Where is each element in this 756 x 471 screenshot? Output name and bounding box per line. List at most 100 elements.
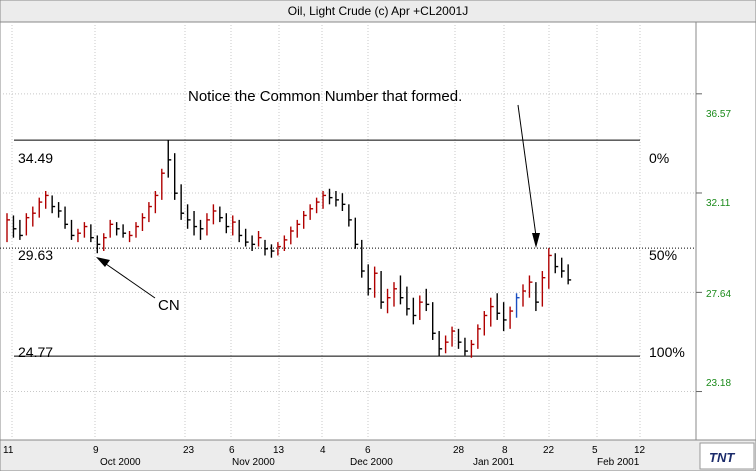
price-bar	[212, 204, 217, 225]
price-bar	[393, 282, 397, 307]
annotation-common-number: Notice the Common Number that formed.	[188, 88, 462, 105]
price-bar	[128, 231, 133, 243]
x-day-label: 5	[592, 445, 598, 456]
y-axis-panel	[695, 21, 756, 441]
x-month-label: Oct 2000	[100, 457, 141, 468]
x-day-label: 8	[502, 445, 508, 456]
price-bar	[193, 210, 198, 236]
y-tick-label: 36.57	[706, 109, 731, 120]
price-bar	[38, 197, 43, 218]
price-bar	[277, 242, 281, 256]
logo-text: TNT	[709, 450, 735, 465]
level-value-label: 34.49	[18, 150, 53, 166]
x-day-label: 6	[229, 445, 235, 456]
price-bar	[438, 331, 443, 357]
price-bar	[406, 286, 410, 316]
price-bar	[135, 222, 139, 238]
y-tick-label: 23.18	[706, 378, 731, 389]
price-bar	[199, 219, 204, 240]
cn-arrowhead	[96, 257, 110, 267]
price-bar	[380, 271, 385, 309]
price-bar	[57, 202, 62, 218]
price-bar	[335, 190, 339, 207]
price-bar	[180, 184, 185, 220]
x-axis-month-labels: Oct 2000 Nov 2000 Dec 2000 Jan 2001 Feb …	[100, 457, 640, 468]
price-bar	[244, 228, 249, 247]
level-percent-label: 0%	[649, 150, 669, 166]
x-month-label: Dec 2000	[350, 457, 393, 468]
price-bar	[283, 235, 288, 252]
price-bar	[12, 215, 17, 238]
price-bar	[264, 239, 268, 256]
price-bar	[341, 193, 346, 211]
x-day-label: 4	[320, 445, 326, 456]
price-bar	[528, 275, 533, 298]
plot-area	[0, 21, 697, 441]
price-bar	[232, 215, 236, 236]
price-bar	[451, 326, 456, 347]
grid	[0, 22, 702, 440]
level-value-label: 24.77	[18, 344, 53, 360]
price-bar	[490, 297, 494, 327]
price-bar	[496, 293, 501, 320]
price-bar	[148, 202, 152, 223]
x-day-label: 13	[273, 445, 285, 456]
price-bar	[432, 302, 436, 340]
price-bar	[167, 140, 172, 178]
price-bar	[361, 239, 365, 278]
price-bar	[567, 264, 572, 285]
x-day-label: 23	[183, 445, 195, 456]
chart-title: Oil, Light Crude (c) Apr +CL2001J	[288, 4, 468, 18]
x-day-label: 6	[365, 445, 371, 456]
price-bar	[354, 217, 359, 249]
price-bar	[425, 288, 430, 312]
price-bar	[173, 153, 178, 200]
price-bar	[115, 222, 120, 236]
price-bar	[412, 297, 417, 325]
price-bar	[483, 311, 488, 336]
x-day-label: 28	[453, 445, 465, 456]
price-bars	[6, 140, 572, 358]
price-bar	[541, 271, 546, 307]
price-bar	[206, 213, 210, 236]
cn-arrow-line	[105, 263, 156, 299]
x-day-label: 11	[3, 445, 14, 456]
price-bar	[502, 302, 507, 332]
price-bar	[257, 231, 262, 247]
price-bar	[399, 275, 404, 305]
price-bar	[19, 219, 23, 240]
price-bar	[161, 168, 165, 200]
annotation-arrow-line	[517, 104, 537, 237]
price-bar	[238, 219, 243, 243]
price-bar	[51, 195, 56, 214]
price-bar	[122, 224, 127, 238]
annotation-cn: CN	[158, 297, 180, 314]
x-day-label: 22	[543, 445, 555, 456]
price-bar	[64, 206, 69, 229]
y-axis-ticks: 36.57 32.11 27.64 23.18	[706, 109, 731, 389]
price-bar	[348, 204, 352, 227]
y-tick-label: 32.11	[706, 198, 731, 209]
level-value-label: 29.63	[18, 247, 53, 263]
price-bar	[45, 190, 49, 209]
level-labels: 34.49 29.63 24.77 0% 50% 100%	[18, 150, 685, 360]
price-bar	[6, 213, 10, 243]
price-bar	[96, 235, 101, 254]
price-bar	[515, 293, 520, 318]
price-bar	[290, 226, 294, 245]
price-bar	[373, 266, 378, 298]
price-bar	[554, 253, 559, 274]
x-day-label: 9	[93, 445, 99, 456]
price-bar	[457, 328, 462, 349]
price-bar	[477, 324, 481, 349]
price-bar	[251, 235, 256, 252]
price-bar	[548, 248, 552, 289]
level-percent-label: 50%	[649, 247, 677, 263]
level-lines	[0, 139, 696, 357]
x-month-label: Nov 2000	[232, 457, 275, 468]
price-bar	[90, 224, 94, 243]
price-bar	[225, 213, 230, 234]
price-bar	[270, 244, 275, 258]
